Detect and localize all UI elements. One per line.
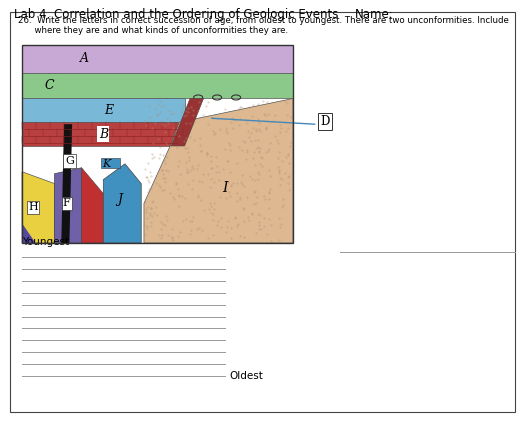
Bar [22,45,293,73]
Text: G: G [65,156,74,166]
Text: K: K [102,159,110,169]
Polygon shape [81,168,103,243]
Text: Youngest: Youngest [22,237,69,247]
Text: E: E [104,104,113,117]
Bar [22,73,293,99]
Polygon shape [61,124,72,243]
Polygon shape [144,99,293,243]
Text: B: B [99,128,108,141]
Bar [22,45,293,243]
Text: J: J [117,193,122,206]
Text: F: F [63,198,70,209]
Text: Lab 4. Correlation and the Ordering of Geologic Events: Lab 4. Correlation and the Ordering of G… [14,8,339,21]
Polygon shape [171,99,204,146]
Text: I: I [223,180,228,194]
Polygon shape [22,172,55,243]
Text: H: H [28,202,38,213]
Text: Oldest: Oldest [229,371,263,381]
Polygon shape [22,223,36,243]
Polygon shape [103,164,141,243]
Text: D: D [320,115,330,128]
Polygon shape [22,99,185,122]
Polygon shape [101,158,120,168]
Polygon shape [55,168,81,243]
Polygon shape [22,122,179,146]
Text: A: A [80,52,89,66]
Text: where they are and what kinds of unconformities they are.: where they are and what kinds of unconfo… [18,26,288,35]
Text: C: C [44,79,54,92]
Text: 26.  Write the letters in correct succession of age, from oldest to youngest. Th: 26. Write the letters in correct success… [18,16,509,25]
Text: Name:: Name: [355,8,394,21]
